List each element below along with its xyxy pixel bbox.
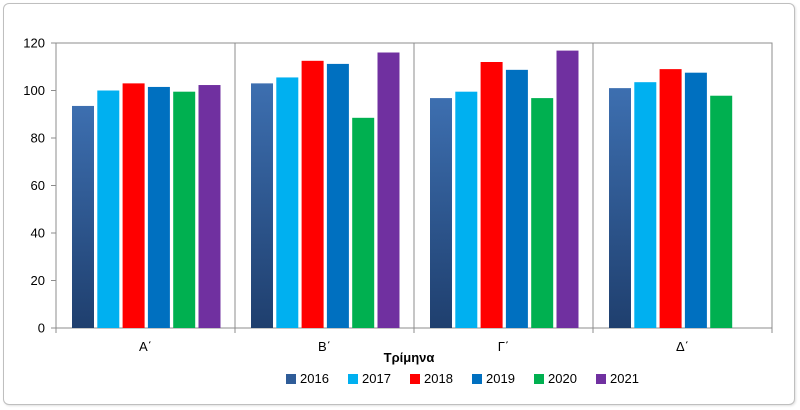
x-axis-title: Τρίμηνα (384, 350, 435, 365)
bar-2020 (352, 117, 375, 328)
bar-2017 (634, 82, 657, 328)
x-tick-label: Α΄ (139, 339, 152, 354)
legend-swatch-2020 (534, 374, 544, 384)
x-tick-label: Δ΄ (676, 339, 689, 354)
bar-2021 (377, 52, 400, 328)
legend-swatch-2018 (410, 374, 420, 384)
legend-swatch-2016 (286, 374, 296, 384)
bar-2018 (480, 62, 503, 328)
bar-2020 (710, 95, 733, 328)
legend-label-2020: 2020 (548, 371, 577, 386)
y-tick-label: 120 (23, 36, 45, 51)
bar-2021 (198, 85, 221, 328)
y-tick-label: 80 (31, 131, 45, 146)
bar-2016 (609, 88, 631, 328)
bar-2017 (97, 90, 120, 328)
y-tick-label: 40 (31, 226, 45, 241)
legend-label-2018: 2018 (424, 371, 453, 386)
legend-label-2019: 2019 (486, 371, 515, 386)
y-tick-label: 60 (31, 178, 45, 193)
plot-area: 0 20 40 60 80 100 120 Α΄ Β΄ Γ΄ Δ΄ (23, 36, 773, 354)
legend: 2016 2017 2018 2019 2020 2021 (286, 371, 639, 386)
bar-2019 (326, 63, 349, 329)
y-tick-label: 0 (38, 321, 45, 336)
x-tick-label: Β΄ (318, 339, 331, 354)
bar-2019 (147, 86, 170, 328)
legend-label-2021: 2021 (610, 371, 639, 386)
legend-swatch-2019 (472, 374, 482, 384)
bar-2020 (531, 98, 554, 328)
bar-2020 (173, 91, 196, 328)
legend-label-2017: 2017 (362, 371, 391, 386)
legend-swatch-2017 (348, 374, 358, 384)
bar-2017 (276, 77, 299, 328)
legend-swatch-2021 (596, 374, 606, 384)
bar-2019 (505, 69, 528, 329)
y-tick-label: 100 (23, 83, 45, 98)
x-tick-label: Γ΄ (498, 339, 510, 354)
bar-2018 (659, 69, 682, 328)
bar-2016 (72, 105, 94, 328)
bar-2016 (251, 83, 273, 328)
bar-2018 (122, 83, 145, 328)
bar-2021 (556, 50, 579, 328)
bar-2019 (684, 72, 707, 328)
bar-2018 (301, 60, 324, 328)
y-tick-label: 20 (31, 273, 45, 288)
bar-2016 (430, 98, 452, 328)
bar-2017 (455, 91, 478, 328)
legend-label-2016: 2016 (300, 371, 329, 386)
